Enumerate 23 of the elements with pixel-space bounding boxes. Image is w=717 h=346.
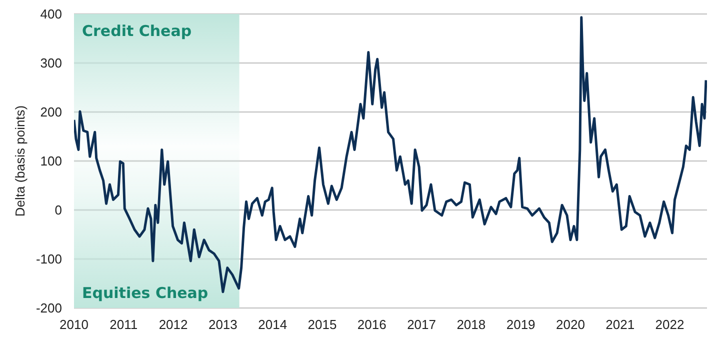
x-tick-label: 2020 <box>556 317 585 332</box>
x-tick-label: 2014 <box>258 317 288 332</box>
annotation: Credit Cheap <box>82 22 192 40</box>
x-tick-label: 2016 <box>357 317 386 332</box>
y-tick-label: 0 <box>54 202 62 218</box>
y-tick-label: 300 <box>40 56 62 71</box>
y-tick-label: 400 <box>40 6 62 22</box>
x-tick-label: 2022 <box>655 317 684 332</box>
x-tick-label: 2017 <box>407 317 436 332</box>
annotation: Equities Cheap <box>82 284 208 302</box>
x-tick-label: 2013 <box>208 317 238 332</box>
x-tick-label: 2018 <box>456 317 486 332</box>
x-tick-label: 2011 <box>110 317 138 332</box>
x-tick-label: 2019 <box>506 317 536 332</box>
y-tick-label: -200 <box>36 300 62 316</box>
y-tick-label: 200 <box>40 104 62 120</box>
x-tick-label: 2012 <box>158 317 188 332</box>
x-tick-label: 2021 <box>606 317 635 332</box>
y-tick-label: 100 <box>40 154 62 169</box>
x-tick-label: 2010 <box>60 317 88 332</box>
y-axis-title: Delta (basis points) <box>12 105 28 217</box>
y-tick-label: -100 <box>36 252 62 267</box>
x-tick-label: 2015 <box>308 317 337 332</box>
